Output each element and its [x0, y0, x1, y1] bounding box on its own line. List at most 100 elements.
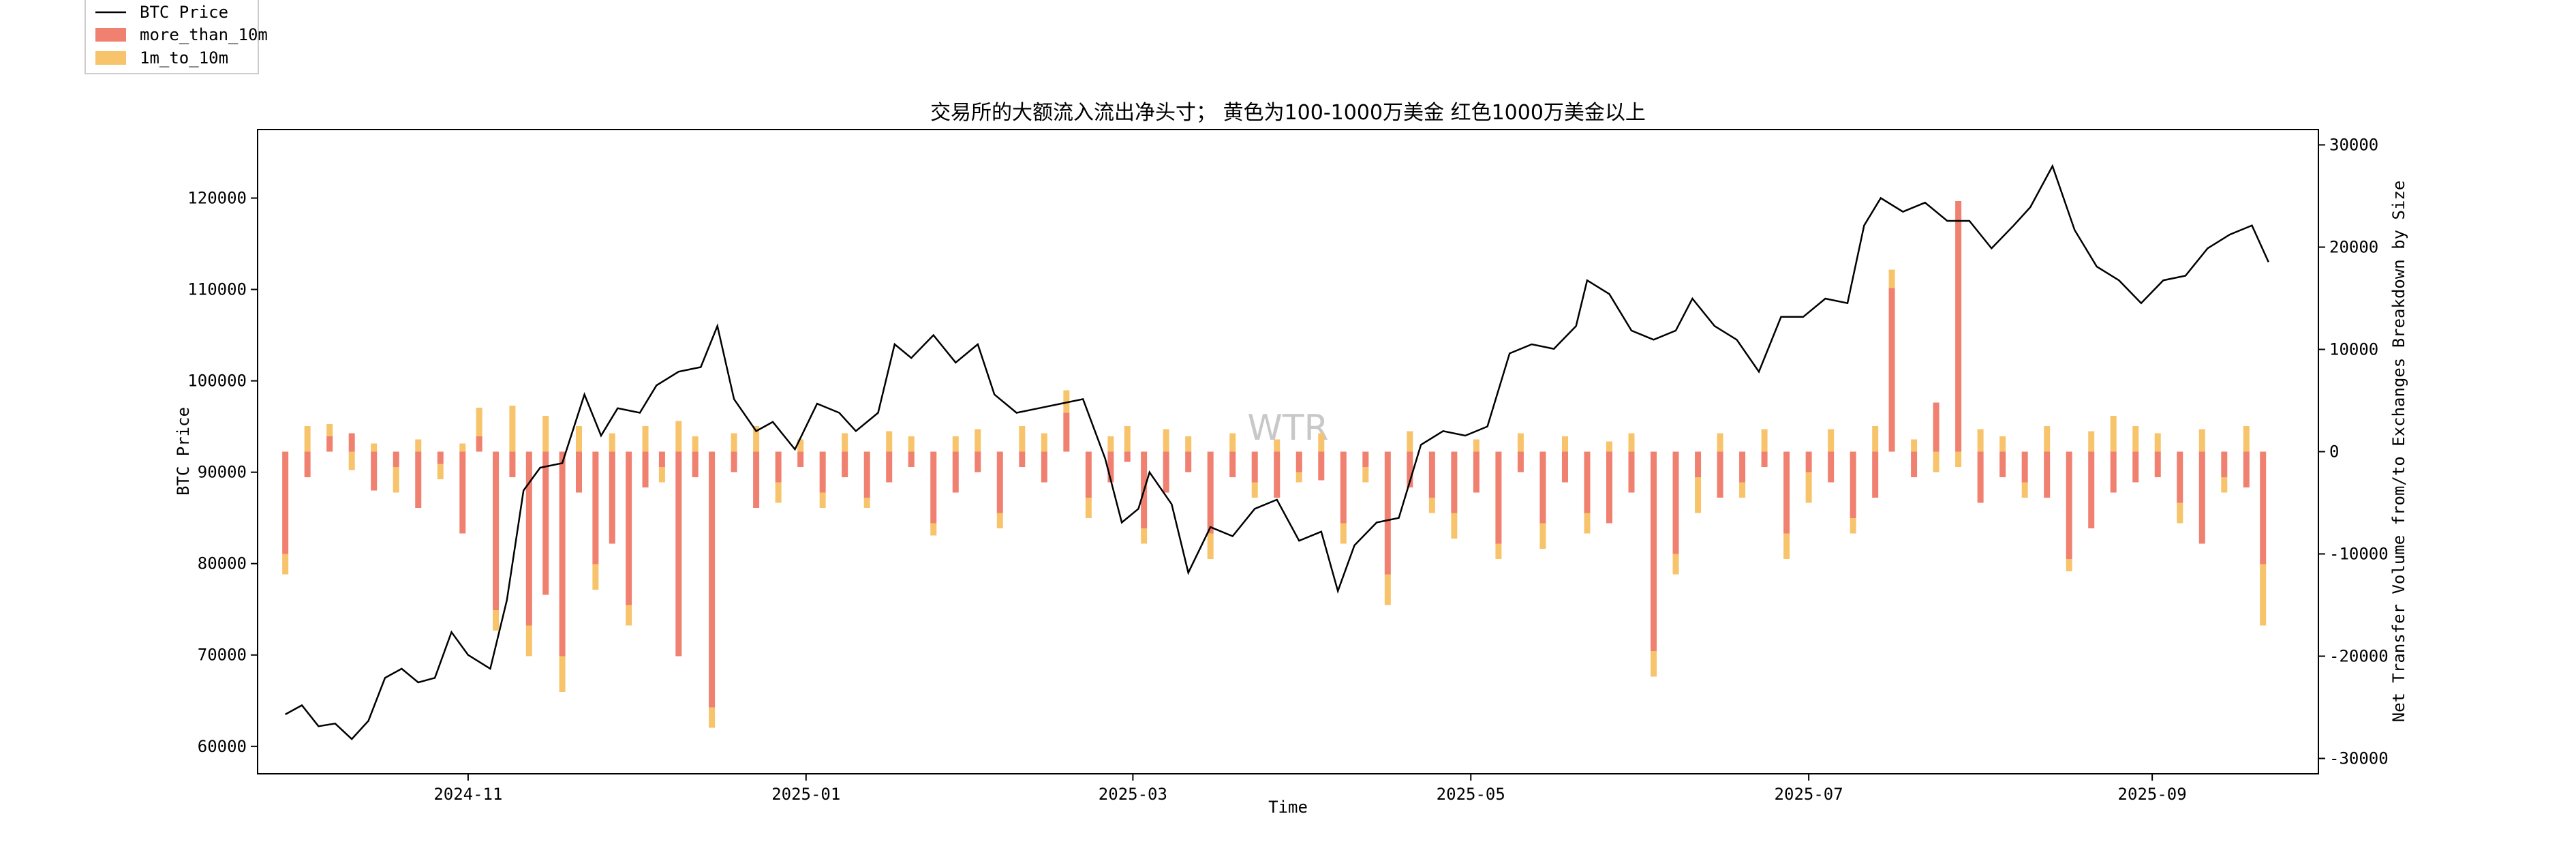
bar-more-than-10m: [1085, 451, 1092, 498]
bar-1m-to-10m: [2110, 416, 2117, 452]
bar-more-than-10m: [476, 436, 482, 452]
price-line-layer: [284, 164, 2269, 740]
bar-1m-to-10m: [1229, 433, 1236, 452]
bar-1m-to-10m: [731, 433, 737, 452]
bar-more-than-10m: [2221, 451, 2228, 477]
legend-more-than-10m-swatch: [95, 28, 126, 42]
bar-more-than-10m: [1717, 451, 1723, 498]
bar-1m-to-10m: [1019, 426, 1026, 452]
bar-1m-to-10m: [797, 439, 804, 452]
bar-1m-to-10m: [371, 443, 378, 452]
bar-more-than-10m: [575, 451, 582, 493]
bar-more-than-10m: [415, 451, 422, 508]
watermark: WTR: [1247, 408, 1328, 449]
bar-more-than-10m: [1539, 451, 1546, 524]
bar-1m-to-10m: [1085, 498, 1092, 518]
bar-more-than-10m: [819, 451, 826, 493]
bar-1m-to-10m: [2154, 433, 2161, 452]
bar-more-than-10m: [2260, 451, 2267, 564]
bar-1m-to-10m: [1141, 528, 1148, 544]
bar-1m-to-10m: [2260, 564, 2267, 626]
bar-more-than-10m: [1651, 451, 1657, 651]
bar-more-than-10m: [908, 451, 915, 467]
bar-more-than-10m: [493, 451, 500, 610]
bar-more-than-10m: [996, 451, 1003, 513]
y-tick-label: 60000: [198, 737, 247, 756]
bar-more-than-10m: [1872, 451, 1879, 498]
bar-1m-to-10m: [509, 406, 516, 452]
bar-more-than-10m: [1911, 451, 1918, 477]
legend-label-more-than-10m: more_than_10m: [140, 25, 268, 44]
y2-axis-title: Net Transfer Volume from/to Exchanges Br…: [2389, 181, 2408, 723]
bar-1m-to-10m: [1207, 533, 1214, 559]
bar-1m-to-10m: [1451, 513, 1458, 539]
bar-more-than-10m: [2243, 451, 2250, 487]
bar-1m-to-10m: [326, 424, 333, 436]
bar-1m-to-10m: [1651, 651, 1657, 677]
bar-more-than-10m: [592, 451, 599, 564]
bar-more-than-10m: [975, 451, 981, 472]
bar-1m-to-10m: [1828, 429, 1835, 452]
bar-more-than-10m: [393, 451, 399, 467]
bar-more-than-10m: [753, 451, 760, 508]
chart-title: 交易所的大额流入流出净头寸； 黄色为100-1000万美金 红色1000万美金以…: [930, 101, 1646, 125]
bar-1m-to-10m: [2177, 502, 2183, 524]
bar-more-than-10m: [952, 451, 959, 493]
bar-1m-to-10m: [2088, 431, 2095, 452]
bar-more-than-10m: [1828, 451, 1835, 483]
bar-1m-to-10m: [1872, 426, 1879, 452]
bar-1m-to-10m: [1561, 436, 1568, 452]
bar-1m-to-10m: [1107, 436, 1114, 452]
y-tick-label: 100000: [187, 372, 247, 391]
bar-1m-to-10m: [1362, 467, 1369, 483]
bar-1m-to-10m: [975, 429, 981, 452]
bar-more-than-10m: [842, 451, 848, 477]
bar-more-than-10m: [509, 451, 516, 477]
bar-1m-to-10m: [1407, 431, 1413, 452]
bar-more-than-10m: [2198, 451, 2205, 544]
bar-more-than-10m: [1428, 451, 1435, 498]
y2-tick-label: -10000: [2329, 545, 2389, 564]
bar-1m-to-10m: [1495, 543, 1502, 559]
bar-1m-to-10m: [1163, 429, 1169, 452]
bar-more-than-10m: [675, 451, 682, 657]
x-tick-label: 2025-01: [771, 785, 840, 804]
bar-more-than-10m: [1063, 412, 1070, 452]
bar-more-than-10m: [542, 451, 549, 595]
bar-more-than-10m: [1783, 451, 1790, 534]
bar-more-than-10m: [886, 451, 893, 483]
bar-1m-to-10m: [692, 436, 699, 452]
bar-more-than-10m: [1251, 451, 1258, 483]
bar-1m-to-10m: [1805, 472, 1812, 503]
bar-more-than-10m: [348, 433, 355, 452]
bar-more-than-10m: [1207, 451, 1214, 534]
bar-1m-to-10m: [559, 656, 566, 692]
bar-more-than-10m: [1517, 451, 1524, 472]
bar-1m-to-10m: [1274, 439, 1281, 452]
bar-1m-to-10m: [393, 467, 399, 493]
bar-1m-to-10m: [819, 492, 826, 508]
bar-1m-to-10m: [775, 482, 782, 503]
bar-more-than-10m: [1999, 451, 2006, 477]
bar-more-than-10m: [304, 451, 311, 477]
bar-more-than-10m: [2132, 451, 2139, 483]
x-axis-title: Time: [1268, 798, 1308, 817]
legend-label-price: BTC Price: [140, 3, 228, 22]
bar-1m-to-10m: [952, 436, 959, 452]
bar-1m-to-10m: [1473, 439, 1479, 452]
bar-1m-to-10m: [1850, 518, 1856, 534]
bar-more-than-10m: [1739, 451, 1746, 483]
legend-1m-to-10m-swatch: [95, 51, 126, 65]
bar-1m-to-10m: [437, 464, 444, 479]
y-tick-label: 70000: [198, 646, 247, 665]
bar-more-than-10m: [1041, 451, 1047, 483]
bar-1m-to-10m: [1539, 523, 1546, 549]
bar-1m-to-10m: [1428, 498, 1435, 513]
x-tick-label: 2025-03: [1099, 785, 1167, 804]
bar-1m-to-10m: [1761, 429, 1768, 452]
bar-more-than-10m: [1384, 451, 1391, 575]
legend: BTC Price more_than_10m 1m_to_10m: [85, 0, 268, 74]
bar-more-than-10m: [282, 451, 289, 554]
bar-1m-to-10m: [1517, 433, 1524, 452]
